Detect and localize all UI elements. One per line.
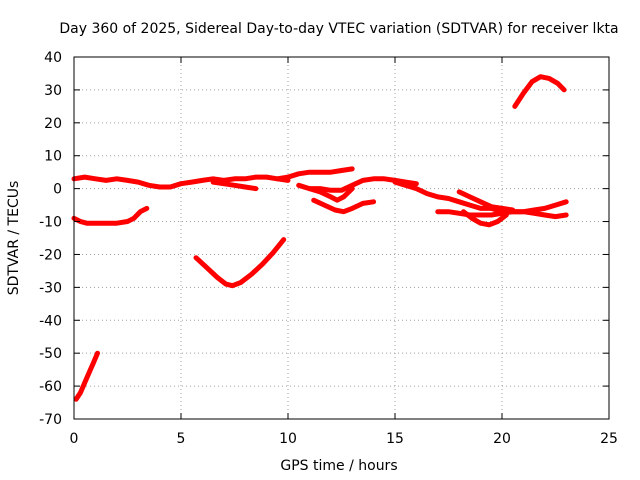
series-layer bbox=[71, 74, 569, 402]
y-tick-label: -40 bbox=[39, 313, 62, 329]
series-line-arc-10 bbox=[392, 179, 569, 215]
x-tick-label: 10 bbox=[279, 431, 297, 447]
series-line-arc-12 bbox=[461, 209, 509, 228]
y-tick-label: -30 bbox=[39, 280, 62, 296]
y-tick-label: -70 bbox=[39, 412, 62, 428]
y-tick-label: 20 bbox=[44, 116, 62, 132]
x-axis-label: GPS time / hours bbox=[280, 458, 397, 474]
series-line-arc-6 bbox=[274, 166, 355, 182]
series-line-arc-2 bbox=[210, 179, 259, 192]
y-tick-label: 0 bbox=[53, 182, 62, 198]
series-line-arc-5 bbox=[193, 237, 287, 289]
ticks: 0 5 10 15 20 25 -70 -60 -50 -40 -30 -20 -10 0 10 20 30 40 bbox=[39, 50, 618, 447]
series-line-arc-13 bbox=[456, 189, 516, 213]
y-tick-label: 10 bbox=[44, 149, 62, 165]
x-tick-label: 25 bbox=[600, 431, 618, 447]
series-line-arc-8 bbox=[306, 186, 355, 203]
plot-border bbox=[73, 56, 610, 420]
y-tick-label: -50 bbox=[39, 346, 62, 362]
y-tick-label: 30 bbox=[44, 83, 62, 99]
grid bbox=[74, 57, 609, 419]
series-line-arc-3 bbox=[71, 205, 150, 226]
series-line-arc-1 bbox=[71, 174, 291, 190]
y-tick-label: 40 bbox=[44, 50, 62, 66]
series-line-arc-9 bbox=[311, 197, 377, 215]
y-axis-label: SDTVAR / TECUs bbox=[6, 181, 22, 296]
series-line-arc-14 bbox=[512, 74, 567, 109]
x-tick-label: 20 bbox=[493, 431, 511, 447]
y-tick-label: -60 bbox=[39, 379, 62, 395]
x-tick-label: 0 bbox=[70, 431, 79, 447]
series-line-arc-4 bbox=[73, 350, 100, 402]
chart-title: Day 360 of 2025, Sidereal Day-to-day VTE… bbox=[59, 21, 618, 37]
series-line-arc-11 bbox=[435, 209, 569, 220]
x-tick-label: 15 bbox=[386, 431, 404, 447]
x-tick-label: 5 bbox=[177, 431, 186, 447]
y-tick-label: -10 bbox=[39, 215, 62, 231]
y-tick-label: -20 bbox=[39, 247, 62, 263]
